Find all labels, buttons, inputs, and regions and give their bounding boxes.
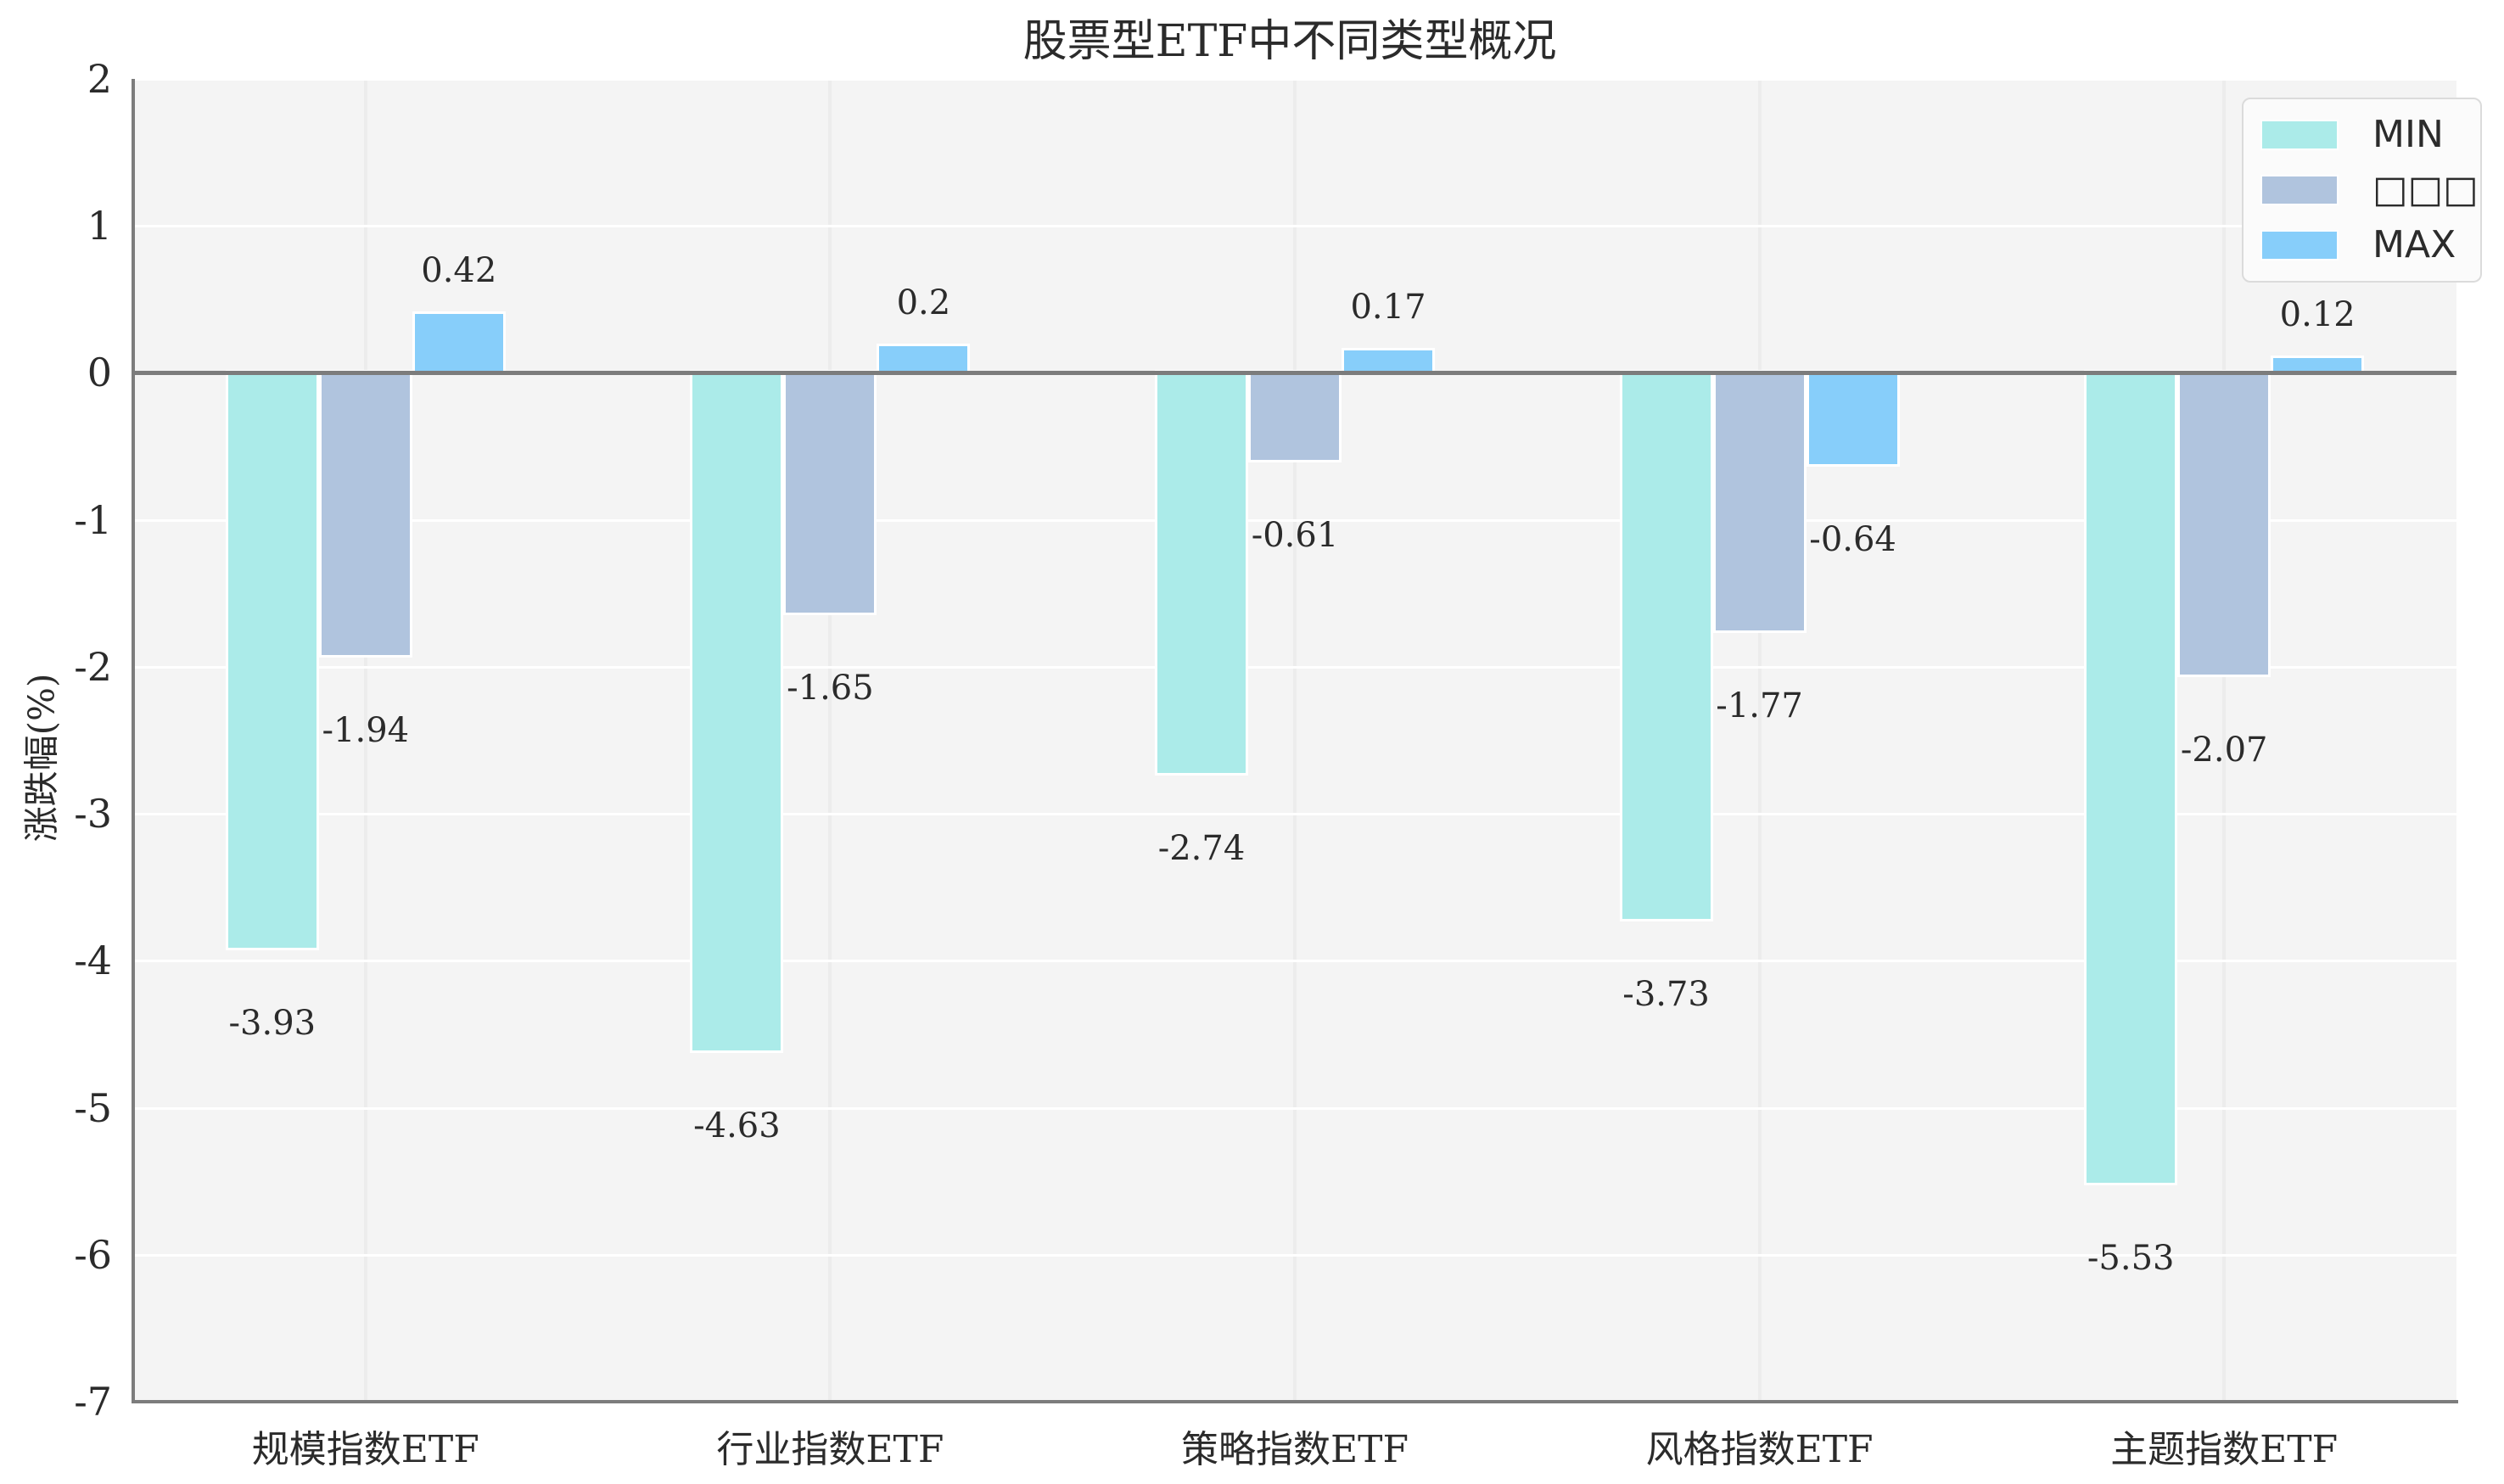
legend-item-□□□: □□□ bbox=[2260, 171, 2479, 209]
bar-value-label: -1.77 bbox=[1716, 686, 1803, 726]
y-tick-label: 2 bbox=[87, 56, 112, 102]
bar-MIN-规模指数ETF bbox=[225, 370, 319, 951]
x-category-label: 行业指数ETF bbox=[716, 1428, 944, 1471]
y-tick-label: 1 bbox=[87, 203, 112, 249]
v-gridline bbox=[363, 79, 367, 1402]
bar-□□□-主题指数ETF bbox=[2177, 370, 2272, 677]
bar-MIN-策略指数ETF bbox=[1155, 370, 1248, 776]
y-tick-label: -3 bbox=[74, 791, 112, 837]
h-gridline bbox=[133, 518, 2456, 522]
y-tick-label: -1 bbox=[74, 496, 112, 543]
h-gridline bbox=[133, 960, 2456, 963]
bar-□□□-策略指数ETF bbox=[1248, 370, 1342, 463]
plot-area: -3.93 -4.63 -2.74 -3.73 -5.53 -1.94 -1.65 -0.61… bbox=[133, 78, 2456, 1402]
v-gridline bbox=[828, 79, 832, 1402]
legend-swatch bbox=[2260, 174, 2339, 205]
y-tick-label: -2 bbox=[74, 643, 112, 690]
x-category-label: 主题指数ETF bbox=[2110, 1428, 2339, 1471]
bar-value-label: -0.61 bbox=[1251, 516, 1339, 556]
y-tick-label: -5 bbox=[74, 1084, 112, 1131]
bar-value-label: -1.94 bbox=[322, 711, 410, 751]
bar-□□□-行业指数ETF bbox=[783, 370, 877, 616]
legend-swatch bbox=[2260, 120, 2339, 151]
legend-item-MIN: MIN bbox=[2260, 116, 2463, 154]
x-category-label: 策略指数ETF bbox=[1181, 1428, 1409, 1471]
y-tick-label: -4 bbox=[74, 938, 112, 984]
bar-value-label: 0.17 bbox=[1350, 287, 1426, 327]
legend-item-label: MIN bbox=[2372, 113, 2444, 157]
bar-value-label: -0.64 bbox=[1809, 520, 1896, 560]
x-category-label: 规模指数ETF bbox=[251, 1428, 479, 1471]
legend-swatch bbox=[2260, 229, 2339, 260]
bar-value-label: 0.42 bbox=[421, 250, 497, 290]
bar-value-label: -1.65 bbox=[787, 669, 874, 708]
bar-value-label: -5.53 bbox=[2087, 1239, 2175, 1279]
h-gridline bbox=[133, 78, 2456, 81]
chart-title: 股票型ETF中不同类型概况 bbox=[1022, 16, 1557, 67]
y-tick-label: -7 bbox=[74, 1379, 112, 1425]
y-tick-label: -6 bbox=[74, 1231, 112, 1278]
h-gridline bbox=[133, 225, 2456, 228]
legend: MIN □□□ MAX bbox=[2242, 98, 2482, 283]
bar-□□□-风格指数ETF bbox=[1712, 370, 1807, 634]
left-spine bbox=[132, 79, 135, 1403]
bar-MAX-风格指数ETF bbox=[1806, 370, 1900, 468]
bar-value-label: 0.12 bbox=[2279, 294, 2356, 334]
bar-value-label: -3.93 bbox=[228, 1004, 317, 1044]
bar-value-label: -2.74 bbox=[1157, 829, 1246, 869]
bar-value-label: 0.2 bbox=[896, 283, 951, 322]
h-gridline bbox=[133, 1106, 2456, 1110]
v-gridline bbox=[1757, 79, 1762, 1402]
legend-item-label: MAX bbox=[2372, 222, 2456, 266]
v-gridline bbox=[1293, 79, 1297, 1402]
bar-MIN-风格指数ETF bbox=[1619, 370, 1713, 921]
h-gridline bbox=[133, 813, 2456, 816]
bottom-spine bbox=[132, 1400, 2458, 1403]
bar-MIN-行业指数ETF bbox=[690, 370, 784, 1054]
bar-□□□-规模指数ETF bbox=[318, 370, 412, 658]
x-category-label: 风格指数ETF bbox=[1645, 1428, 1874, 1471]
bar-MAX-规模指数ETF bbox=[412, 311, 506, 376]
bar-MIN-主题指数ETF bbox=[2084, 370, 2178, 1186]
h-gridline bbox=[133, 1253, 2456, 1257]
bar-value-label: -2.07 bbox=[2180, 731, 2268, 770]
h-gridline bbox=[133, 665, 2456, 669]
y-tick-label: 0 bbox=[87, 350, 112, 396]
bar-value-label: -3.73 bbox=[1622, 974, 1710, 1014]
legend-item-label: □□□ bbox=[2372, 167, 2479, 211]
legend-item-MAX: MAX bbox=[2260, 222, 2463, 266]
v-gridline bbox=[2222, 79, 2227, 1402]
zero-line bbox=[133, 371, 2456, 376]
bar-value-label: -4.63 bbox=[693, 1106, 781, 1146]
